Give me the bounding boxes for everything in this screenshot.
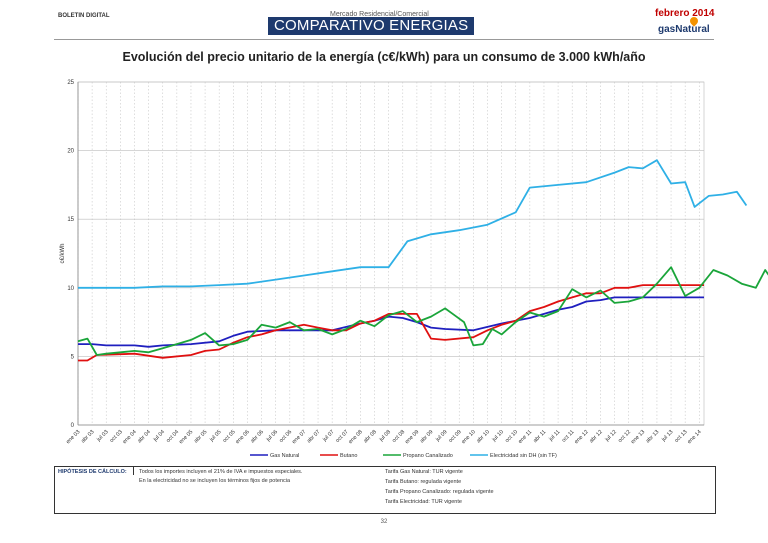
series-line (78, 159, 748, 289)
hypothesis-note-vat: Todos los importes incluyen el 21% de IV… (139, 469, 303, 475)
x-tick-label: ene 05 (178, 429, 194, 445)
x-tick-label: jul 13 (660, 429, 674, 443)
bulletin-label: BOLETIN DIGITAL (58, 13, 110, 19)
x-tick-label: abr 09 (419, 429, 434, 444)
brand-logo: gasNatural (658, 24, 710, 35)
x-tick-label: abr 05 (193, 429, 208, 444)
series-line (78, 284, 704, 362)
x-tick-label: ene 12 (574, 429, 590, 445)
tariff-electricity: Tarifa Electricidad: TUR vigente (385, 499, 462, 505)
document-title: COMPARATIVO ENERGIAS (268, 17, 475, 35)
x-tick-label: jul 11 (548, 429, 562, 443)
x-tick-label: jul 10 (491, 429, 505, 443)
x-tick-label: ene 08 (348, 429, 364, 445)
x-tick-label: jul 07 (321, 429, 335, 443)
x-tick-label: jul 08 (378, 429, 392, 443)
x-tick-label: abr 11 (532, 429, 547, 444)
x-tick-label: ene 04 (122, 429, 138, 445)
tariff-gas: Tarifa Gas Natural: TUR vigente (385, 469, 463, 475)
x-tick-label: ene 07 (291, 429, 307, 445)
plot-area (77, 81, 705, 426)
market-topic: Mercado Residencial/Comercial (330, 11, 429, 18)
x-tick-label: abr 06 (250, 429, 265, 444)
x-tick-label: oct 10 (504, 429, 519, 444)
tariff-propane: Tarifa Propano Canalizado: regulada vige… (385, 489, 494, 495)
x-tick-label: abr 03 (80, 429, 95, 444)
x-tick-label: abr 10 (476, 429, 491, 444)
chart-title: Evolución del precio unitario de la ener… (122, 50, 646, 64)
hypothesis-label: HIPÓTESIS DE CÁLCULO: (58, 469, 127, 475)
x-tick-label: ene 10 (461, 429, 477, 445)
y-tick-label: 10 (67, 286, 74, 292)
report-date: febrero 2014 (655, 8, 715, 19)
x-tick-label: jul 05 (208, 429, 222, 443)
page-number: 32 (380, 519, 388, 525)
x-tick-label: abr 04 (137, 429, 152, 444)
hypothesis-box: HIPÓTESIS DE CÁLCULO: Todos los importes… (54, 466, 716, 514)
hypothesis-separator (133, 467, 134, 475)
x-tick-label: abr 13 (645, 429, 660, 444)
x-tick-label: abr 12 (589, 429, 604, 444)
y-tick-label: 20 (67, 149, 74, 155)
x-tick-label: abr 07 (306, 429, 321, 444)
tariff-butane: Tarifa Butano: regulada vigente (385, 479, 462, 485)
y-tick-label: 25 (67, 80, 74, 86)
hypothesis-note-power: En la electricidad no se incluyen los té… (139, 478, 291, 484)
series-line (77, 266, 768, 356)
legend-label: Propano Canalizado (403, 453, 453, 459)
x-tick-label: jul 04 (152, 429, 166, 443)
x-tick-label: jul 06 (265, 429, 279, 443)
x-tick-label: jul 03 (95, 429, 109, 443)
x-tick-label: ene 11 (517, 429, 533, 445)
legend-label: Gas Natural (270, 453, 299, 459)
y-tick-label: 0 (71, 423, 75, 429)
x-tick-label: ene 09 (404, 429, 420, 445)
header-bar (54, 13, 714, 40)
x-tick-label: abr 08 (363, 429, 378, 444)
x-tick-label: ene 13 (630, 429, 646, 445)
series-line (78, 296, 704, 348)
x-tick-label: jul 09 (434, 429, 448, 443)
y-tick-label: 15 (67, 217, 74, 223)
x-tick-label: ene 14 (687, 429, 703, 445)
x-tick-label: ene 06 (235, 429, 251, 445)
y-tick-label: 5 (71, 354, 75, 360)
legend-label: Electricidad sin DH (sin TF) (490, 453, 557, 459)
legend-label: Butano (340, 453, 357, 459)
x-tick-label: ene 03 (65, 429, 81, 445)
x-tick-label: jul 12 (604, 429, 618, 443)
y-axis-label: c€/kWh (60, 243, 66, 263)
